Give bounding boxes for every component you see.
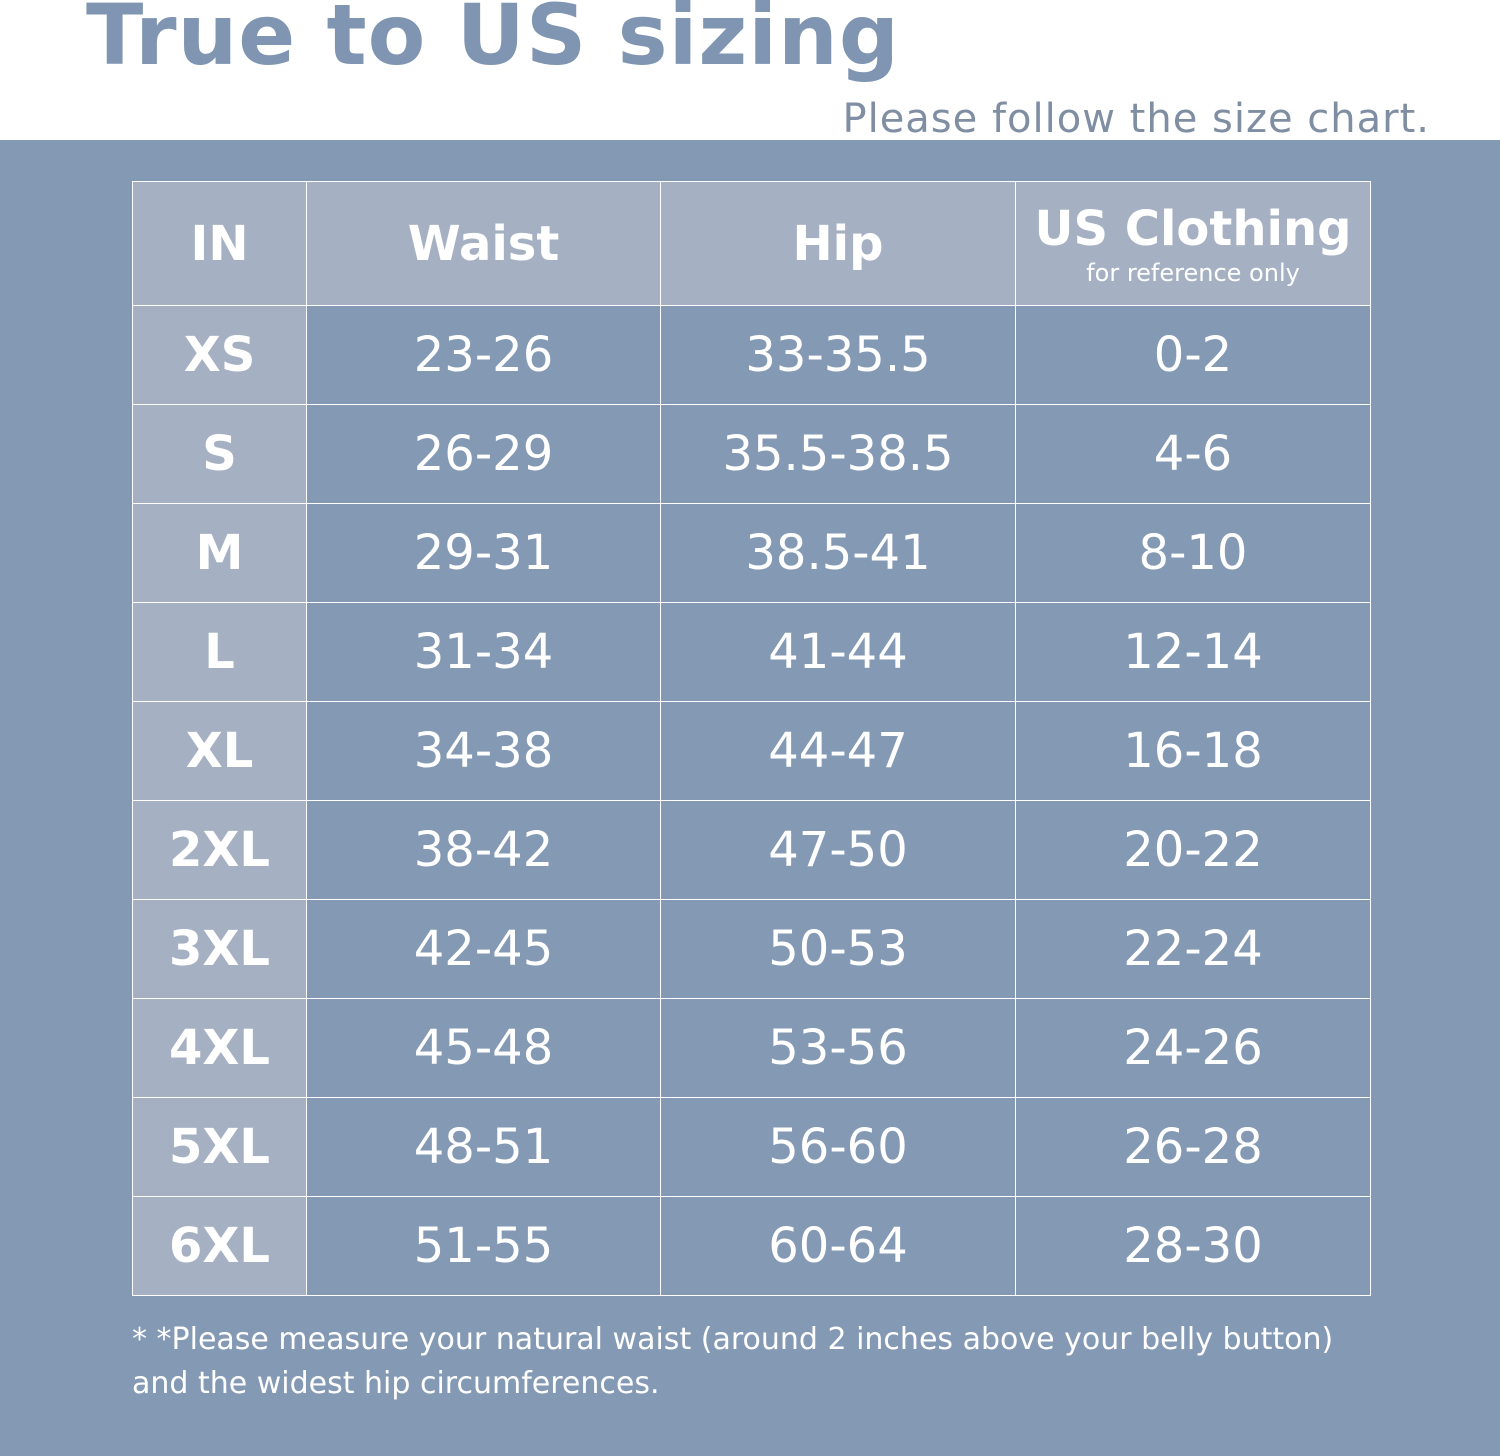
data-cell: 50-53 [660,899,1016,999]
subtitle: Please follow the size chart. [842,96,1430,142]
data-cell: 38.5-41 [660,503,1016,603]
size-value: 31-34 [413,624,554,680]
size-value: 26-29 [413,426,554,482]
size-label: 4XL [169,1020,270,1076]
data-cell: 26-29 [306,404,661,504]
size-label-cell: XS [132,305,307,405]
size-value: 23-26 [413,327,554,383]
size-value: 22-24 [1123,921,1263,977]
header-cell: Hip [660,181,1016,306]
size-label: M [195,525,244,581]
size-value: 51-55 [413,1218,554,1274]
column-header: IN [190,215,249,272]
data-cell: 26-28 [1015,1097,1371,1197]
size-value: 45-48 [413,1020,554,1076]
column-header: US Clothing [1034,200,1352,257]
data-cell: 4-6 [1015,404,1371,504]
data-cell: 48-51 [306,1097,661,1197]
data-cell: 31-34 [306,602,661,702]
size-value: 34-38 [413,723,554,779]
size-label: 5XL [169,1119,270,1175]
size-label: S [202,426,237,482]
data-cell: 8-10 [1015,503,1371,603]
footnote: * *Please measure your natural waist (ar… [132,1322,1334,1401]
header-cell: US Clothing for reference only [1015,181,1371,306]
size-value: 48-51 [413,1119,554,1175]
data-cell: 56-60 [660,1097,1016,1197]
size-value: 60-64 [768,1218,908,1274]
size-label-cell: 3XL [132,899,307,999]
data-cell: 45-48 [306,998,661,1098]
data-cell: 53-56 [660,998,1016,1098]
size-value: 33-35.5 [745,327,931,383]
size-value: 41-44 [768,624,908,680]
size-value: 38-42 [413,822,554,878]
data-cell: 47-50 [660,800,1016,900]
data-cell: 20-22 [1015,800,1371,900]
title: True to US sizing [86,0,900,84]
size-label-cell: M [132,503,307,603]
size-label: L [204,624,235,680]
size-value: 28-30 [1123,1218,1263,1274]
size-label-cell: 5XL [132,1097,307,1197]
data-cell: 60-64 [660,1196,1016,1296]
data-cell: 44-47 [660,701,1016,801]
size-label: 2XL [169,822,270,878]
data-cell: 42-45 [306,899,661,999]
data-cell: 34-38 [306,701,661,801]
size-value: 29-31 [413,525,554,581]
size-value: 56-60 [768,1119,908,1175]
size-label-cell: XL [132,701,307,801]
size-value: 0-2 [1153,327,1233,383]
size-value: 8-10 [1138,525,1248,581]
data-cell: 33-35.5 [660,305,1016,405]
size-value: 53-56 [768,1020,908,1076]
size-value: 12-14 [1123,624,1263,680]
size-label-cell: S [132,404,307,504]
size-value: 16-18 [1123,723,1263,779]
data-cell: 51-55 [306,1196,661,1296]
size-label-cell: 2XL [132,800,307,900]
size-value: 35.5-38.5 [722,426,954,482]
data-cell: 23-26 [306,305,661,405]
data-cell: 22-24 [1015,899,1371,999]
data-cell: 35.5-38.5 [660,404,1016,504]
size-value: 24-26 [1123,1020,1263,1076]
data-cell: 0-2 [1015,305,1371,405]
size-value: 26-28 [1123,1119,1263,1175]
data-cell: 29-31 [306,503,661,603]
size-label: XS [183,327,256,383]
size-label: 6XL [169,1218,270,1274]
header-band: True to US sizing Please follow the size… [0,0,1500,142]
size-value: 44-47 [768,723,908,779]
size-label: 3XL [169,921,270,977]
header-cell: Waist [306,181,661,306]
column-header: Hip [792,215,884,272]
data-cell: 38-42 [306,800,661,900]
size-value: 50-53 [768,921,908,977]
data-cell: 41-44 [660,602,1016,702]
size-label-cell: L [132,602,307,702]
size-value: 4-6 [1153,426,1233,482]
size-value: 47-50 [768,822,908,878]
data-cell: 28-30 [1015,1196,1371,1296]
size-label-cell: 4XL [132,998,307,1098]
size-label: XL [185,723,254,779]
column-note: for reference only [1086,258,1300,287]
header-cell: IN [132,181,307,306]
data-cell: 12-14 [1015,602,1371,702]
size-label-cell: 6XL [132,1196,307,1296]
size-value: 42-45 [413,921,554,977]
column-header: Waist [407,215,560,272]
data-cell: 16-18 [1015,701,1371,801]
data-cell: 24-26 [1015,998,1371,1098]
size-value: 20-22 [1123,822,1263,878]
size-value: 38.5-41 [745,525,931,581]
